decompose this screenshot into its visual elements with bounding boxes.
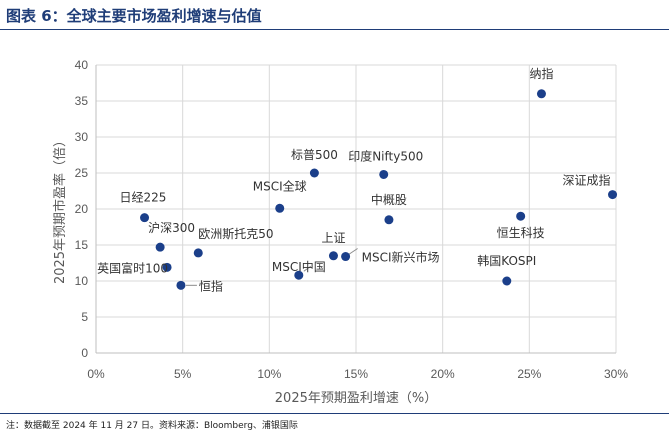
y-tick-label: 40 bbox=[75, 58, 89, 72]
data-point bbox=[328, 251, 338, 261]
point-label: 沪深300 bbox=[148, 221, 195, 235]
data-point bbox=[608, 190, 618, 200]
data-point bbox=[536, 89, 546, 99]
y-tick-label: 30 bbox=[75, 130, 89, 144]
y-tick-label: 35 bbox=[75, 94, 89, 108]
axes bbox=[95, 65, 616, 354]
data-point bbox=[140, 213, 150, 223]
title-rule bbox=[0, 29, 669, 30]
x-tick-label: 5% bbox=[174, 367, 192, 381]
point-label: MSCI全球 bbox=[253, 178, 307, 193]
data-point bbox=[176, 280, 186, 290]
y-tick-label: 0 bbox=[81, 346, 88, 360]
data-point bbox=[155, 242, 165, 252]
x-tick-label: 20% bbox=[431, 367, 455, 381]
data-points bbox=[140, 89, 618, 290]
point-label: 日经225 bbox=[120, 191, 167, 205]
point-label: 中概股 bbox=[371, 192, 407, 207]
x-tick-label: 30% bbox=[604, 367, 628, 381]
leader-line bbox=[348, 248, 358, 255]
point-label: MSCI新兴市场 bbox=[362, 250, 440, 265]
data-point bbox=[384, 215, 394, 225]
x-axis-title: 2025年预期盈利增速（%） bbox=[275, 391, 437, 406]
y-tick-label: 5 bbox=[81, 310, 88, 324]
point-label: 标普500 bbox=[291, 148, 338, 162]
leader-line bbox=[303, 265, 312, 272]
x-tick-label: 15% bbox=[344, 367, 368, 381]
point-label: 恒生科技 bbox=[497, 226, 545, 240]
data-point bbox=[516, 211, 526, 221]
point-label: 英国富时100 bbox=[97, 260, 168, 275]
point-label: MSCI中国 bbox=[272, 259, 326, 274]
point-label: 恒指 bbox=[199, 278, 223, 293]
data-point bbox=[294, 270, 304, 280]
point-label: 纳指 bbox=[529, 66, 553, 81]
source-note: 注：数据截至 2024 年 11 月 27 日。资料来源：Bloomberg、浦… bbox=[6, 421, 298, 431]
gridlines bbox=[96, 64, 617, 353]
x-tick-label: 25% bbox=[517, 367, 541, 381]
point-label: 欧洲斯托克50 bbox=[198, 227, 273, 241]
point-label: 印度Nifty500 bbox=[348, 148, 423, 163]
data-point bbox=[502, 276, 512, 286]
y-tick-label: 20 bbox=[75, 202, 89, 216]
point-label: 韩国KOSPI bbox=[477, 253, 536, 268]
figure-title: 图表 6：全球主要市场盈利增速与估值 bbox=[6, 7, 262, 25]
tick-labels: 0 5 10 15 20 25 30 35 40 0% 5% 10% 15% 20% 25% 30% bbox=[75, 58, 629, 381]
footer-rule bbox=[0, 413, 669, 414]
y-tick-label: 10 bbox=[75, 274, 89, 288]
x-tick-label: 10% bbox=[257, 367, 281, 381]
data-point bbox=[162, 262, 172, 272]
y-axis-title: 2025年预期市盈率（倍） bbox=[52, 134, 68, 284]
leader-lines bbox=[185, 248, 358, 286]
point-label: 深证成指 bbox=[563, 173, 611, 188]
data-point bbox=[341, 252, 351, 262]
data-point bbox=[193, 248, 203, 258]
y-tick-label: 15 bbox=[75, 238, 89, 252]
data-point bbox=[275, 203, 285, 213]
point-label: 上证 bbox=[321, 231, 345, 245]
y-tick-label: 25 bbox=[75, 166, 89, 180]
x-tick-label: 0% bbox=[87, 367, 105, 381]
data-point bbox=[379, 169, 389, 179]
data-point bbox=[309, 168, 319, 178]
